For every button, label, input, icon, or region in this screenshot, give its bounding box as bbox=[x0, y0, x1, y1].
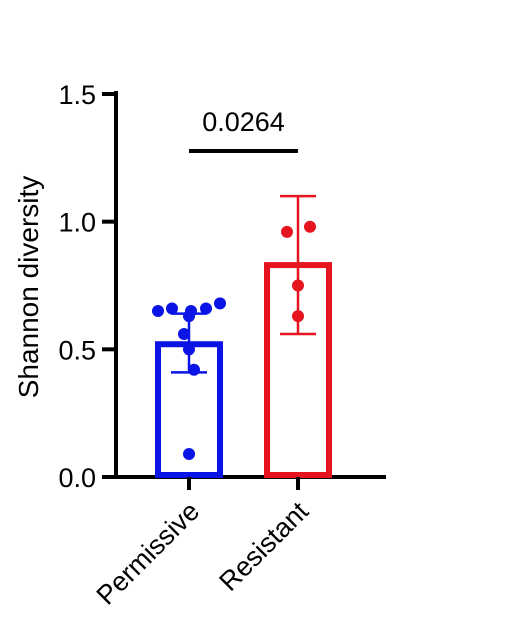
data-point-resistant bbox=[292, 279, 304, 292]
significance-annotation: 0.0264 bbox=[189, 107, 298, 153]
data-point-permissive bbox=[200, 302, 212, 315]
y-tick-label: 0.5 bbox=[58, 335, 96, 365]
category-labels: Permissive Resistant bbox=[91, 477, 315, 611]
data-point-permissive bbox=[166, 302, 178, 315]
data-point-permissive bbox=[152, 305, 164, 318]
bars bbox=[155, 262, 332, 478]
data-point-resistant bbox=[292, 310, 304, 323]
data-point-permissive bbox=[178, 328, 190, 341]
category-label-resistant: Resistant bbox=[213, 496, 314, 597]
data-point-resistant bbox=[304, 220, 316, 233]
data-point-permissive bbox=[214, 297, 226, 310]
p-value-label: 0.0264 bbox=[202, 107, 285, 137]
data-point-permissive bbox=[183, 448, 195, 461]
y-tick-label: 1.5 bbox=[58, 80, 96, 110]
y-tick-label: 0.0 bbox=[58, 463, 96, 493]
category-label-permissive: Permissive bbox=[91, 496, 206, 611]
data-point-permissive bbox=[183, 310, 195, 323]
data-point-permissive bbox=[188, 363, 200, 376]
data-point-permissive bbox=[183, 343, 195, 356]
y-axis-title: Shannon diversity bbox=[13, 176, 44, 399]
y-ticks: 0.0 0.5 1.0 1.5 bbox=[58, 80, 116, 493]
data-points bbox=[152, 220, 316, 461]
y-tick-label: 1.0 bbox=[58, 208, 96, 238]
data-point-resistant bbox=[281, 225, 293, 238]
